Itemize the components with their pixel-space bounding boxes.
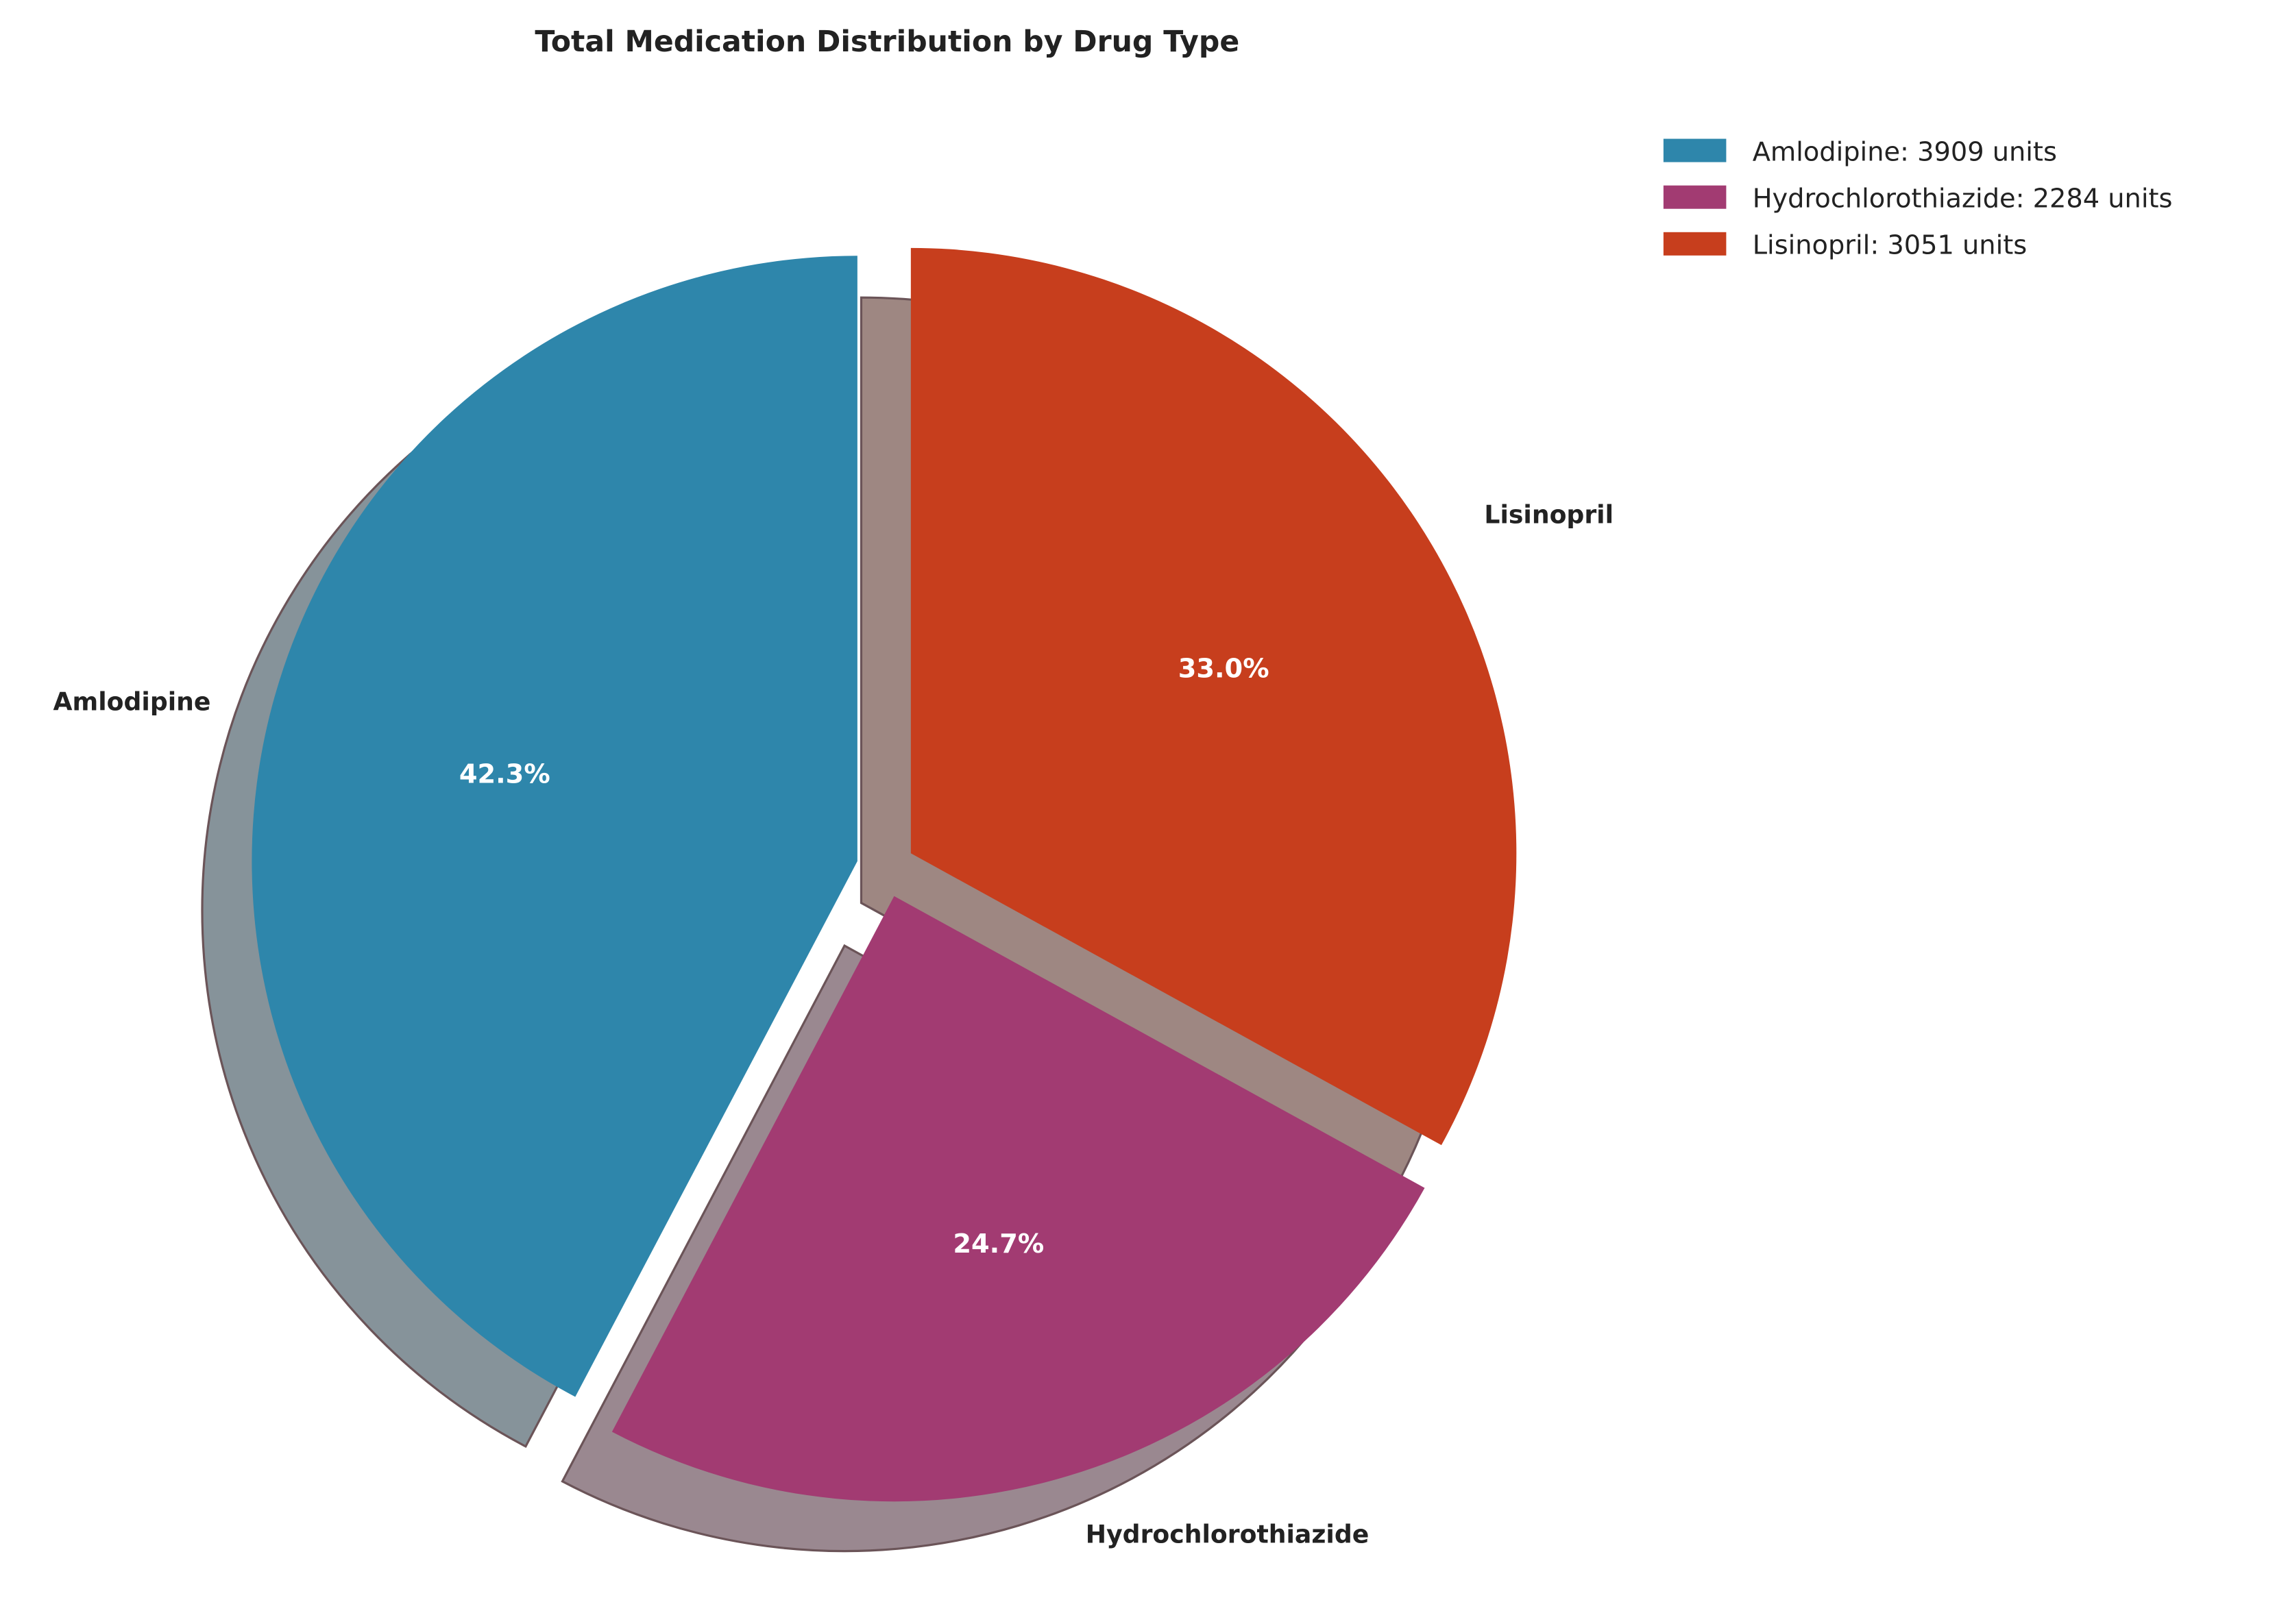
wedge-lisinopril — [910, 247, 1517, 1146]
legend-swatch-lisinopril — [1663, 232, 1727, 256]
legend-entry-hydrochlorothiazide: Hydrochlorothiazide: 2284 units — [1753, 184, 2173, 214]
percent-label-hydrochlorothiazide: 24.7% — [953, 1229, 1044, 1259]
label-amlodipine: Amlodipine — [53, 687, 211, 716]
legend-swatch-hydrochlorothiazide — [1663, 185, 1727, 209]
percent-label-lisinopril: 33.0% — [1178, 653, 1269, 684]
wedge-amlodipine — [252, 256, 857, 1397]
legend-entry-lisinopril: Lisinopril: 3051 units — [1753, 230, 2027, 261]
legend: Amlodipine: 3909 units Hydrochlorothiazid… — [1663, 136, 2173, 261]
wedge-hydrochlorothiazide — [611, 896, 1425, 1502]
label-lisinopril: Lisinopril — [1484, 500, 1614, 530]
label-hydrochlorothiazide: Hydrochlorothiazide — [1086, 1519, 1369, 1549]
wedges — [252, 247, 1517, 1502]
legend-swatch-amlodipine — [1663, 138, 1727, 162]
percent-label-amlodipine: 42.3% — [459, 759, 550, 789]
chart-title: Total Medication Distribution by Drug Ty… — [535, 25, 1239, 59]
legend-entry-amlodipine: Amlodipine: 3909 units — [1753, 136, 2057, 167]
labels: Amlodipine 42.3% Hydrochlorothiazide 24.7% L… — [53, 500, 1614, 1549]
